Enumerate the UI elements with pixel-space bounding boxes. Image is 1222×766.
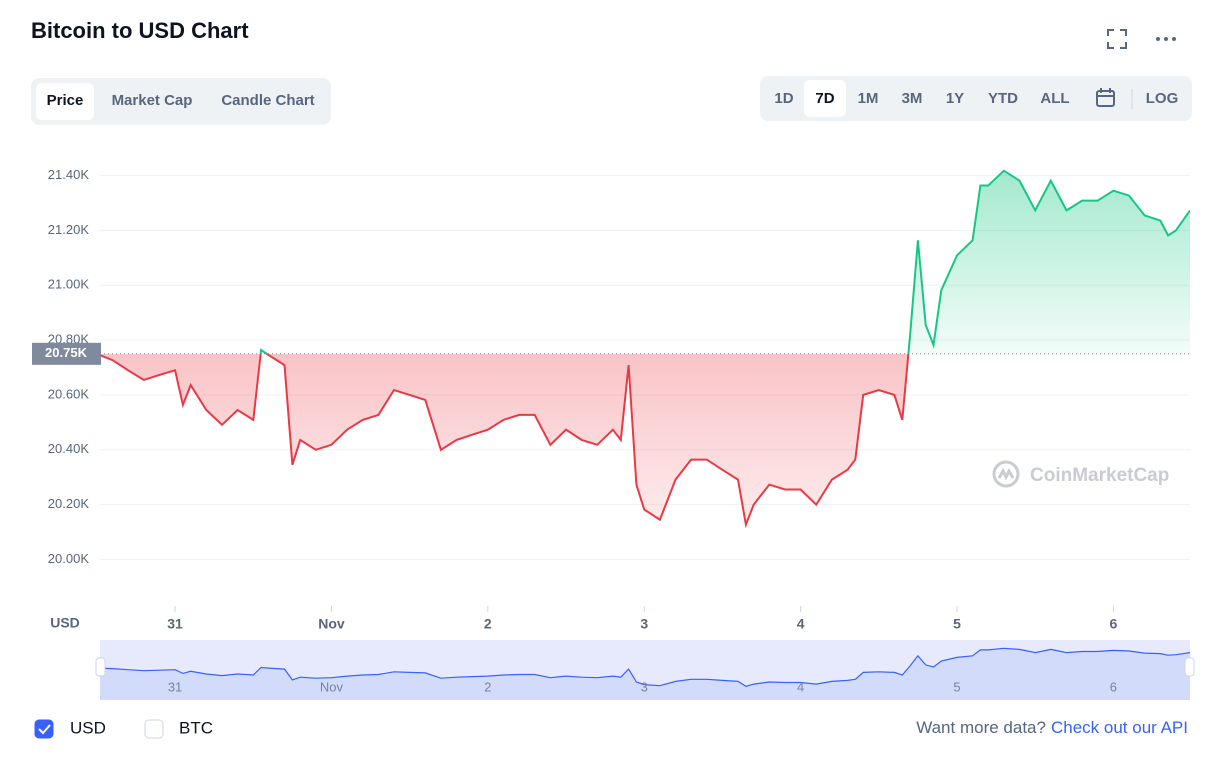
checkmark <box>38 724 51 735</box>
y-tick-label: 21.20K <box>48 222 90 237</box>
range-button[interactable]: YTD <box>988 90 1018 107</box>
navigator-tick-label: 3 <box>641 679 648 694</box>
range-button[interactable]: 7D <box>815 90 834 107</box>
price-line <box>100 169 1190 529</box>
range-group <box>760 76 1192 121</box>
range-button[interactable]: ALL <box>1040 90 1069 107</box>
y-tick-label: 20.40K <box>48 441 90 456</box>
x-tick-label: 31 <box>167 616 183 632</box>
y-tick-label: 20.20K <box>48 496 90 511</box>
x-tick-label: 3 <box>640 616 648 632</box>
reference-tag <box>32 342 101 365</box>
navigator-tick-label: 4 <box>797 679 804 694</box>
tab[interactable]: Market Cap <box>112 92 193 109</box>
fullscreen-icon[interactable] <box>1107 29 1127 49</box>
api-link[interactable]: Check out our API <box>1051 718 1188 737</box>
checkbox[interactable] <box>144 719 164 739</box>
navigator-handle[interactable] <box>1184 657 1195 677</box>
range-button[interactable]: 1Y <box>946 90 964 107</box>
y-unit-label: USD <box>50 615 80 631</box>
y-tick-label: 21.00K <box>48 277 90 292</box>
calendar-icon[interactable] <box>1096 88 1115 107</box>
y-tick-label: 21.40K <box>48 167 90 182</box>
reference-label: 20.75K <box>45 345 88 360</box>
footer-note: Want more data? Check out our API <box>916 718 1188 737</box>
checkbox-label: USD <box>70 718 106 737</box>
y-tick-label: 20.00K <box>48 551 90 566</box>
navigator-line <box>99 647 1191 687</box>
checkbox[interactable] <box>34 719 54 739</box>
tab[interactable]: Candle Chart <box>221 92 314 109</box>
range-button[interactable]: 1D <box>774 90 793 107</box>
active-tab-bg <box>36 83 94 120</box>
tab-group <box>31 78 331 125</box>
checkbox-label: BTC <box>179 718 213 737</box>
watermark-logo <box>992 460 1020 488</box>
navigator-tick-label: 31 <box>168 679 182 694</box>
active-range-bg <box>804 80 846 117</box>
tab[interactable]: Price <box>47 92 84 109</box>
x-tick-label: 4 <box>797 616 805 632</box>
x-tick-label: 6 <box>1109 616 1117 632</box>
widget-title: Bitcoin to USD Chart <box>31 18 249 43</box>
navigator-area <box>100 648 1190 700</box>
watermark: CoinMarketCap <box>1030 465 1169 486</box>
y-tick-label: 20.80K <box>48 332 90 347</box>
x-tick-label: Nov <box>318 616 345 632</box>
more-icon[interactable] <box>1156 37 1176 41</box>
area-fill <box>100 170 1190 525</box>
plot-area <box>100 169 1190 560</box>
x-tick-label: 2 <box>484 616 492 632</box>
footer-prompt: Want more data? <box>916 718 1046 737</box>
log-button[interactable]: LOG <box>1146 90 1179 107</box>
navigator-tick-label: Nov <box>320 679 344 694</box>
navigator-tick-label: 6 <box>1110 679 1117 694</box>
navigator-tick-label: 5 <box>953 679 960 694</box>
navigator-series <box>99 647 1191 700</box>
range-button[interactable]: 3M <box>902 90 923 107</box>
navigator-handle[interactable] <box>95 657 106 677</box>
navigator-tick-label: 2 <box>484 679 491 694</box>
range-button[interactable]: 1M <box>858 90 879 107</box>
y-tick-label: 20.60K <box>48 386 90 401</box>
x-tick-label: 5 <box>953 616 961 632</box>
